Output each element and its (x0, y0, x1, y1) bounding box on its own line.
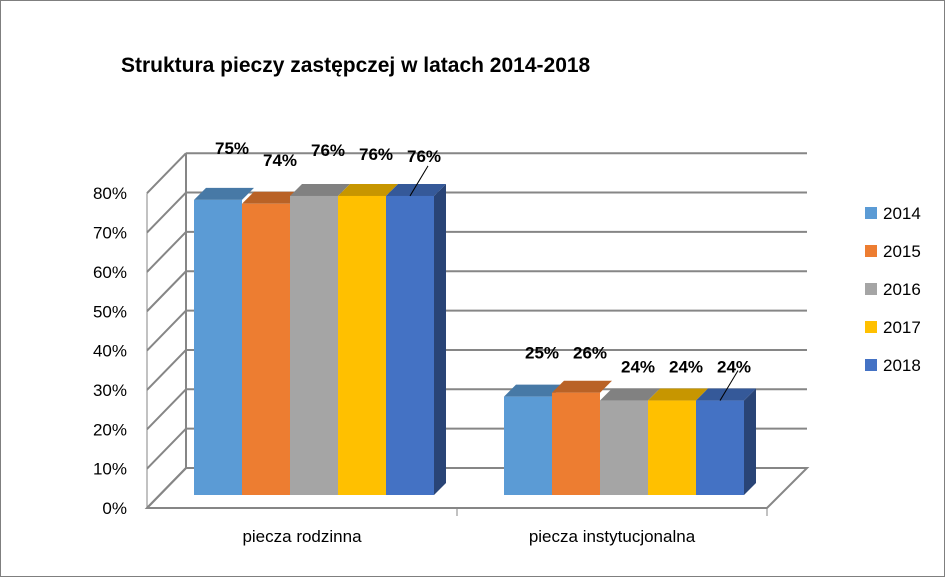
y-tick-label: 20% (93, 420, 127, 439)
legend-swatch-2014 (865, 207, 877, 219)
data-label: 75% (215, 139, 249, 158)
data-label: 76% (407, 147, 441, 166)
data-label-leader (409, 165, 429, 197)
data-label: 24% (669, 358, 703, 377)
data-label: 26% (573, 344, 607, 363)
chart-title: Struktura pieczy zastępczej w latach 201… (121, 54, 591, 77)
bar-top-2017 (338, 183, 398, 196)
legend-swatch-2017 (865, 321, 877, 333)
chart-floor (144, 467, 810, 509)
gridline-side (146, 309, 187, 352)
data-label-leader (719, 370, 739, 401)
bar-2018 (386, 195, 434, 495)
bar-2015 (242, 203, 290, 495)
legend-label: 2014 (883, 204, 921, 223)
data-label: 25% (525, 344, 559, 363)
bar-top-2017 (648, 388, 708, 401)
bar-top-2016 (600, 388, 660, 401)
y-tick-label: 70% (93, 224, 127, 243)
bar-top-2018 (696, 388, 756, 401)
data-label: 24% (717, 358, 751, 377)
data-label: 24% (621, 358, 655, 377)
gridline-side (146, 191, 187, 234)
legend-swatch-2015 (865, 245, 877, 257)
y-tick-label: 10% (93, 460, 127, 479)
gridline-side (146, 152, 187, 194)
legend-label: 2017 (883, 318, 921, 337)
bar-top-2018 (386, 183, 446, 196)
bar-2014 (504, 396, 552, 495)
y-tick-label: 40% (93, 342, 127, 361)
bar-2018 (696, 400, 744, 495)
gridline-side (146, 270, 187, 312)
bar-2016 (600, 400, 648, 495)
bar-2014 (194, 199, 242, 495)
data-label: 76% (359, 145, 393, 164)
bar-top-2014 (504, 384, 564, 397)
bar-2017 (648, 400, 696, 495)
bar-2016 (290, 195, 338, 495)
gridline-side (146, 231, 187, 273)
bar-2015 (552, 392, 600, 495)
data-label: 76% (311, 141, 345, 160)
gridline-side (146, 388, 187, 430)
gridline-side (146, 349, 187, 391)
bar-top-2015 (242, 191, 302, 204)
bar-top-2015 (552, 380, 612, 393)
y-tick-label: 60% (93, 263, 127, 282)
gridline-side (146, 427, 187, 470)
y-tick-label: 80% (93, 184, 127, 203)
legend-swatch-2018 (865, 359, 877, 371)
bar-side-2018 (744, 388, 756, 495)
bar-side-2018 (434, 183, 446, 495)
legend-label: 2015 (883, 242, 921, 261)
legend-label: 2016 (883, 280, 921, 299)
category-label: piecza rodzinna (242, 527, 362, 546)
legend-swatch-2016 (865, 283, 877, 295)
legend-label: 2018 (883, 356, 921, 375)
category-label: piecza instytucjonalna (529, 527, 696, 546)
y-tick-label: 30% (93, 381, 127, 400)
bar-2017 (338, 195, 386, 495)
y-tick-label: 0% (102, 499, 127, 518)
bar-top-2016 (290, 183, 350, 196)
data-label: 74% (263, 151, 297, 170)
bar-top-2014 (194, 187, 254, 200)
y-tick-label: 50% (93, 302, 127, 321)
